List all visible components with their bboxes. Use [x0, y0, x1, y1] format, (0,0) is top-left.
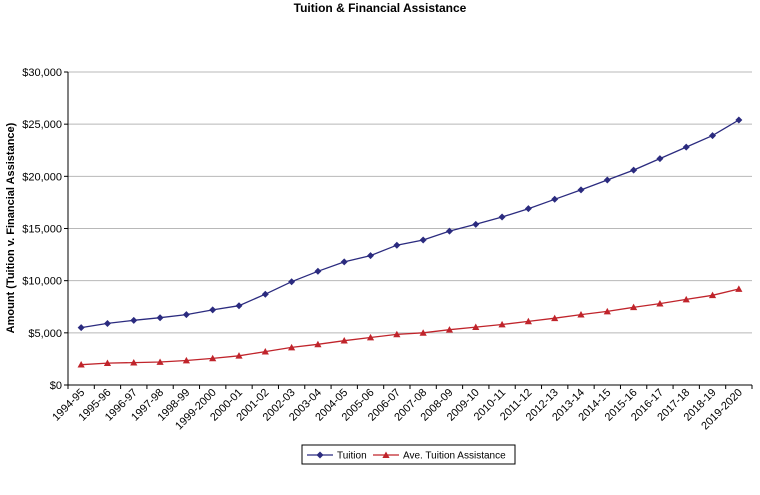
data-point-triangle [656, 300, 664, 307]
data-point-diamond [472, 220, 480, 228]
y-tick-label: $5,000 [28, 328, 62, 340]
y-tick-labels: $0 $5,000 $10,000 $15,000 $20,000 $25,000 $30,… [22, 67, 62, 392]
data-point-triangle [524, 317, 532, 325]
data-point-triangle [393, 330, 401, 338]
data-point-diamond [524, 205, 532, 213]
data-point-triangle [551, 314, 559, 322]
legend: Tuition Ave. Tuition Assistance [301, 444, 516, 465]
data-point-triangle [77, 361, 85, 368]
legend-triangle-marker-icon [382, 451, 390, 458]
data-point-diamond [340, 258, 348, 266]
series-line-1 [81, 288, 739, 366]
data-point-triangle [577, 310, 585, 318]
data-point-triangle [708, 291, 717, 299]
data-point-diamond [735, 116, 743, 124]
y-tick-label: $10,000 [22, 276, 62, 288]
data-point-diamond [682, 143, 690, 151]
data-point-triangle [735, 285, 743, 292]
data-point-triangle [130, 358, 138, 366]
legend-item-tuition: Tuition [307, 451, 367, 462]
data-point-triangle [103, 359, 112, 366]
data-point-diamond [498, 213, 506, 221]
data-point-triangle [182, 356, 190, 364]
data-point-diamond [103, 319, 111, 327]
legend-label-tuition: Tuition [337, 451, 367, 462]
data-point-triangle [603, 307, 611, 315]
y-axis-label: Amount (Tuition v. Financial Assistance) [5, 122, 17, 333]
data-point-diamond [367, 252, 375, 260]
data-point-triangle [288, 343, 296, 351]
y-tick-label: $30,000 [22, 67, 62, 79]
data-point-triangle [314, 340, 322, 348]
series-line-0 [81, 119, 740, 329]
data-point-diamond [235, 302, 243, 310]
data-point-diamond [709, 132, 717, 140]
y-tick-label: $25,000 [22, 119, 62, 131]
data-point-diamond [209, 306, 217, 314]
y-tick-label: $0 [50, 380, 62, 392]
data-point-diamond [288, 278, 296, 286]
data-point-diamond [419, 236, 427, 244]
legend-box [301, 444, 516, 465]
data-point-diamond [603, 176, 611, 184]
chart-title: Tuition & Financial Assistance [294, 1, 467, 15]
data-point-triangle [156, 358, 164, 365]
x-tick-labels: 1994-951995-961996-971997-981998-991999-… [50, 387, 745, 433]
data-point-diamond [393, 241, 401, 249]
y-tick-label: $15,000 [22, 224, 62, 236]
data-point-triangle [366, 333, 375, 341]
legend-diamond-marker-icon [316, 451, 324, 459]
data-point-diamond [130, 316, 138, 324]
data-point-diamond [656, 155, 664, 163]
data-point-triangle [235, 352, 243, 359]
data-point-diamond [261, 290, 269, 298]
data-point-diamond [182, 311, 190, 319]
data-point-diamond [577, 186, 585, 194]
data-point-triangle [419, 329, 427, 336]
data-point-diamond [314, 267, 322, 275]
data-point-diamond [156, 314, 164, 322]
series [77, 116, 743, 368]
axes [64, 71, 753, 389]
legend-label-assistance: Ave. Tuition Assistance [403, 451, 506, 462]
data-point-diamond [77, 324, 85, 332]
data-point-triangle [340, 337, 348, 344]
data-point-diamond [445, 227, 453, 235]
data-point-triangle [209, 354, 217, 362]
data-point-triangle [472, 323, 480, 330]
gridlines [68, 71, 752, 334]
data-point-diamond [551, 195, 559, 203]
data-point-triangle [682, 295, 690, 303]
y-tick-label: $20,000 [22, 171, 62, 183]
data-point-triangle [261, 348, 269, 355]
legend-item-assistance: Ave. Tuition Assistance [373, 451, 506, 462]
data-point-triangle [498, 320, 506, 328]
data-point-triangle [630, 303, 638, 311]
data-point-triangle [445, 326, 454, 333]
data-point-diamond [630, 166, 638, 174]
